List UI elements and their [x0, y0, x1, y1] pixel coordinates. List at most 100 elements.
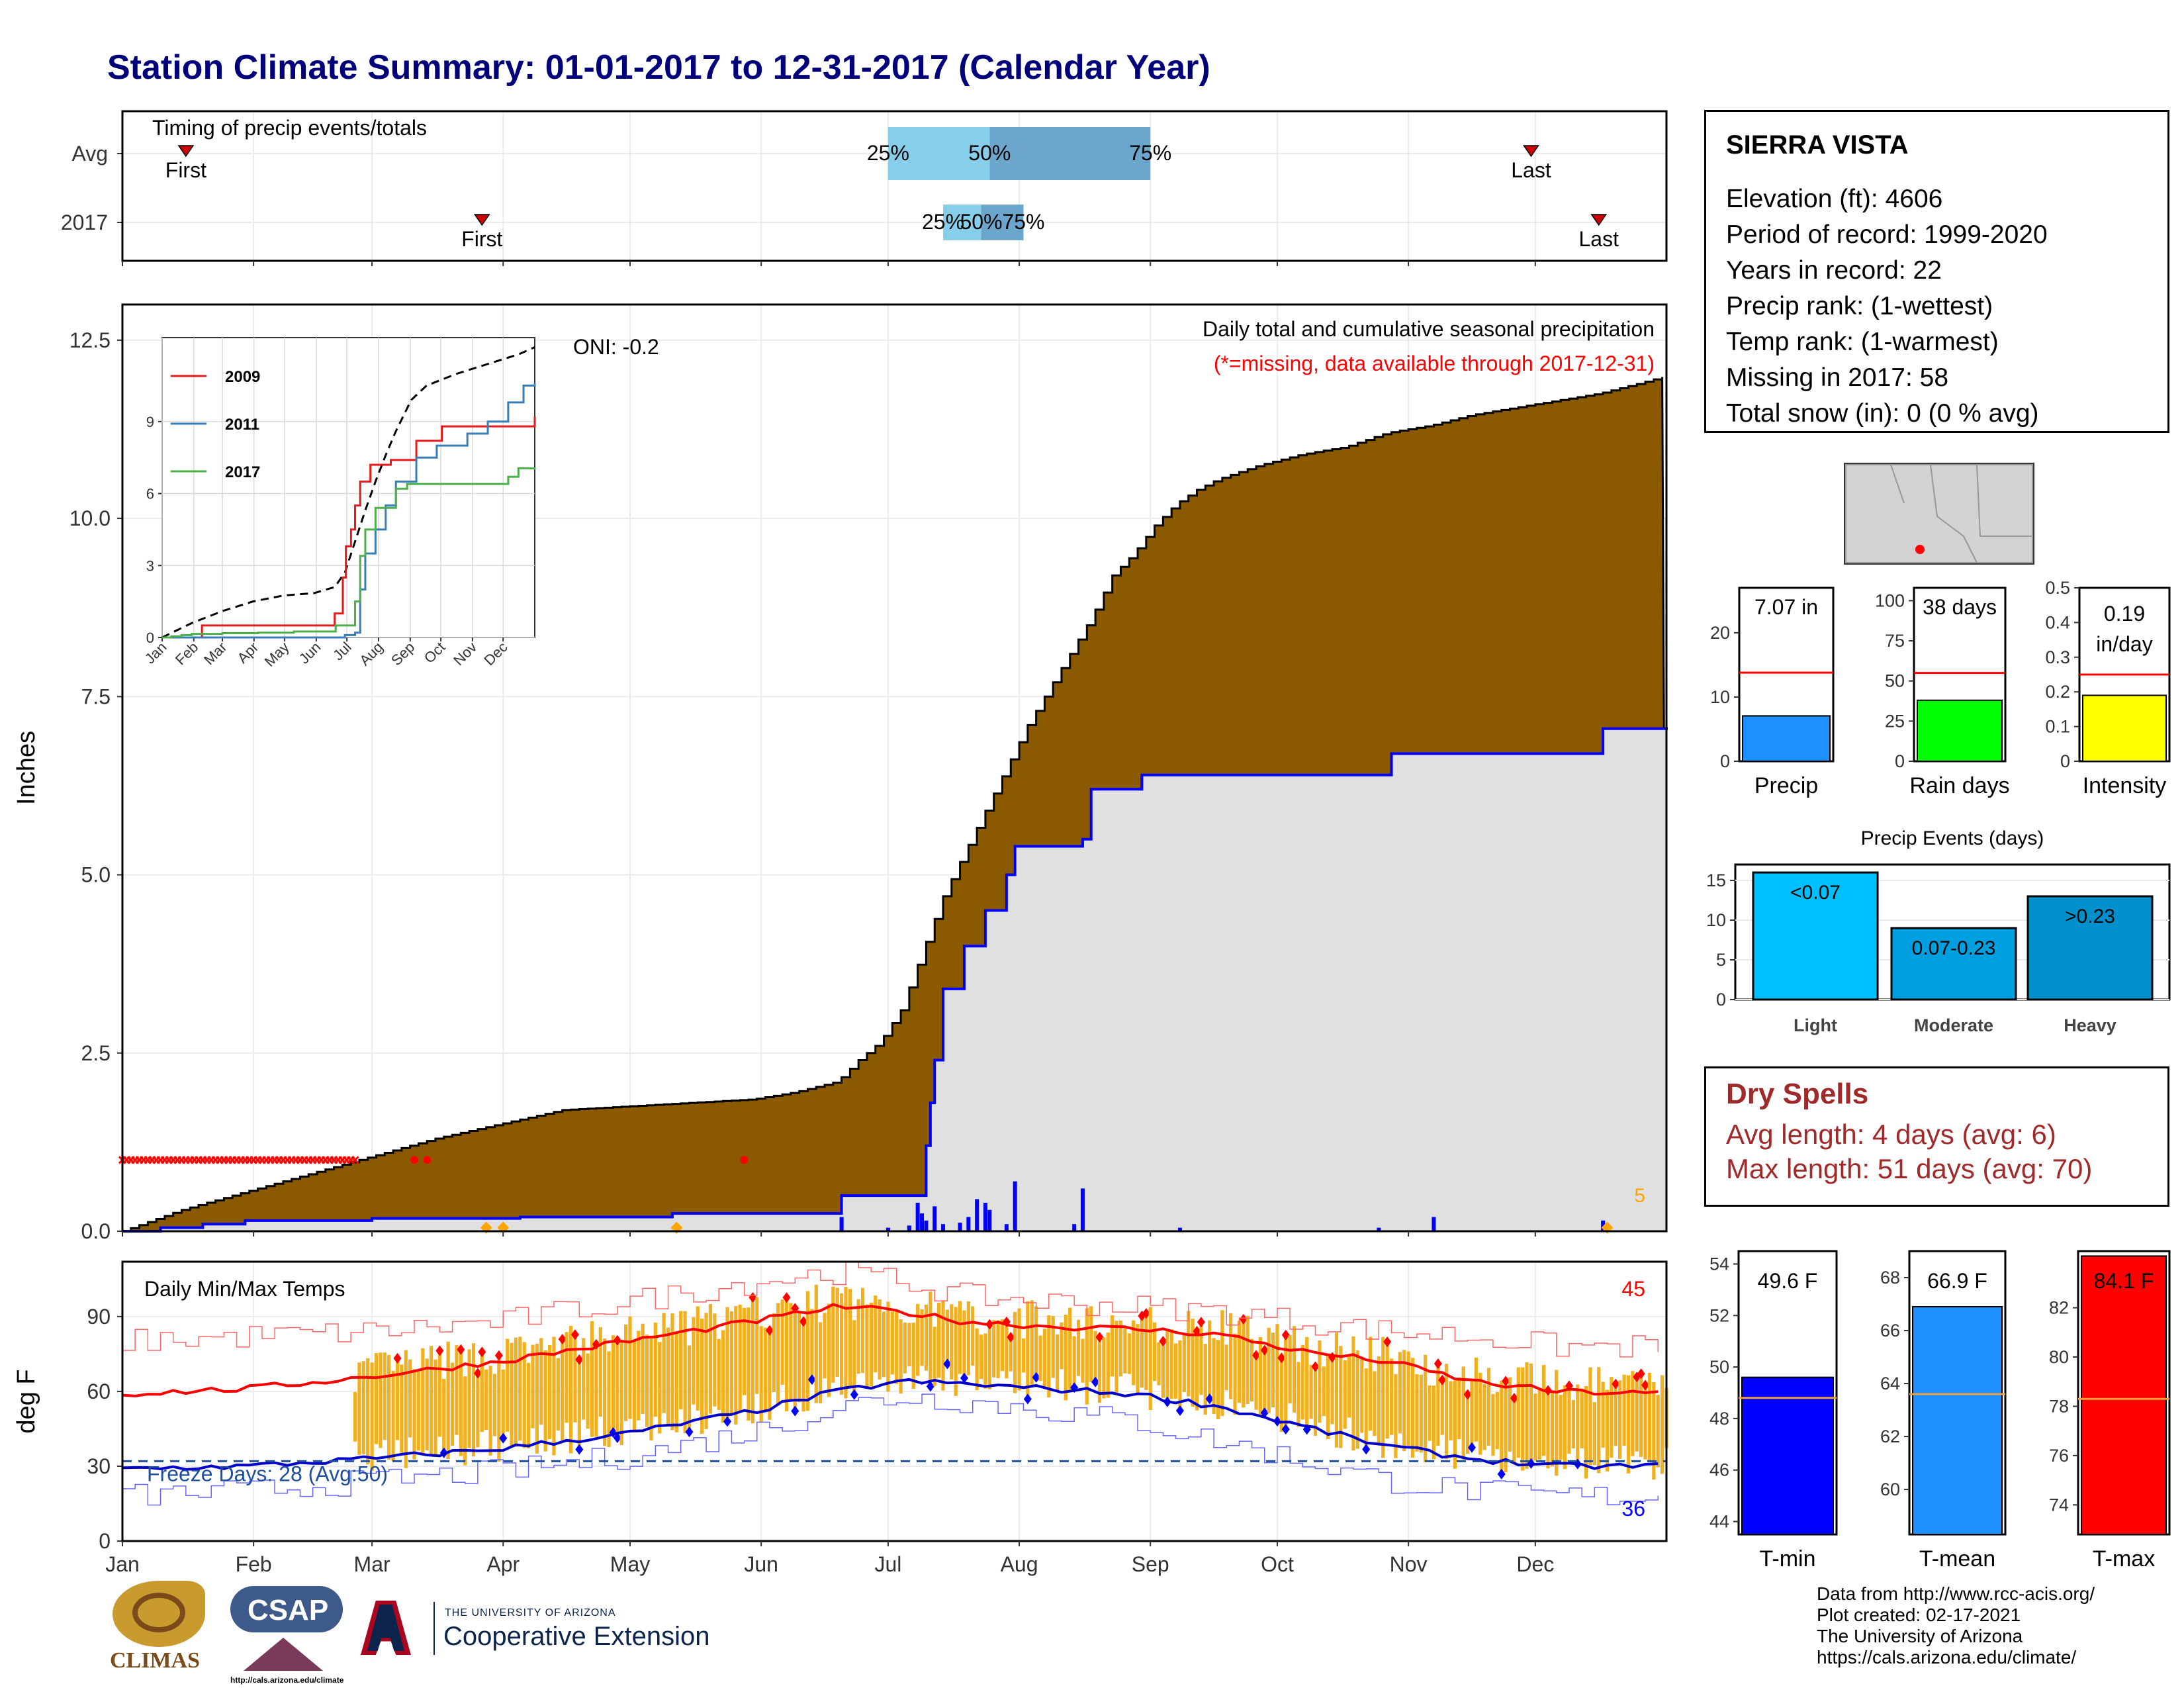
inset-panel — [161, 337, 535, 638]
daily-temp-bar — [645, 1335, 649, 1427]
daily-temp-bar — [776, 1303, 780, 1406]
timing-bar-q2 — [981, 205, 1024, 240]
temp-small-ytick-label: 82 — [2049, 1298, 2069, 1318]
daily-temp-bar — [1402, 1350, 1406, 1452]
daily-temp-bar — [1373, 1371, 1377, 1436]
daily-temp-bar — [1415, 1374, 1419, 1452]
precip-ylabel: Inches — [13, 731, 40, 805]
hot-day-marker — [1637, 1368, 1645, 1380]
small-panel-bar — [1742, 715, 1831, 762]
cold-day-marker — [850, 1389, 858, 1400]
daily-temp-bar — [742, 1307, 747, 1395]
daily-temp-bar — [962, 1310, 966, 1378]
daily-temp-bar — [1360, 1356, 1364, 1433]
temp-xtick-label: Sep — [1132, 1552, 1169, 1576]
daily-temp-bar — [1398, 1352, 1402, 1434]
daily-temp-bar — [1076, 1319, 1081, 1376]
daily-temp-bar — [1355, 1350, 1359, 1449]
daily-temp-bar — [1368, 1336, 1373, 1431]
daily-temp-bar — [924, 1304, 929, 1371]
daily-temp-bar — [721, 1330, 725, 1423]
daily-temp-bar — [1148, 1307, 1152, 1410]
daily-temp-bar — [1267, 1327, 1271, 1413]
hot-day-marker — [1281, 1329, 1290, 1340]
temp-ytick-label: 90 — [87, 1305, 111, 1329]
small-panel-value: 0.19 — [2104, 602, 2145, 626]
daily-temp-bar — [653, 1322, 657, 1417]
daily-temp-bar — [1432, 1385, 1436, 1460]
daily-temp-bar — [869, 1302, 873, 1387]
daily-temp-bar — [772, 1313, 776, 1393]
daily-temp-bar — [1436, 1363, 1440, 1446]
daily-temp-bar — [649, 1337, 653, 1441]
daily-temp-bar — [937, 1302, 941, 1378]
daily-precip-bar — [958, 1223, 962, 1231]
daily-temp-bar — [374, 1353, 379, 1444]
temp-xtick-label: Jul — [874, 1552, 901, 1576]
events-bar — [1890, 927, 2017, 1001]
daily-temp-bar — [1508, 1377, 1512, 1452]
daily-temp-bar — [1000, 1319, 1005, 1372]
daily-temp-bar — [1187, 1311, 1191, 1397]
daily-temp-bar — [1482, 1383, 1486, 1450]
timing-percentile-label: 75% — [1129, 141, 1171, 165]
daily-temp-bar — [717, 1338, 721, 1410]
temp-small-ytick-label: 48 — [1709, 1409, 1729, 1429]
temp-small-ytick-label: 80 — [2049, 1347, 2069, 1367]
daily-precip-bar — [983, 1202, 987, 1231]
daily-temp-bar — [1191, 1318, 1195, 1407]
daily-temp-bar — [662, 1313, 666, 1413]
daily-precip-bar — [920, 1213, 925, 1231]
daily-temp-bar — [1555, 1370, 1559, 1476]
small-panel-value: 38 days — [1923, 595, 1997, 619]
hot-day-marker — [1007, 1331, 1015, 1342]
daily-temp-bar — [1605, 1389, 1610, 1472]
daily-temp-bar — [890, 1311, 894, 1375]
daily-temp-bar — [1165, 1330, 1169, 1402]
daily-temp-bar — [1457, 1378, 1461, 1440]
daily-temp-bar — [1292, 1326, 1297, 1413]
daily-temp-bar — [856, 1299, 860, 1374]
climas-logo-text: CLIMAS — [110, 1648, 201, 1673]
daily-temp-bar — [878, 1299, 882, 1380]
daily-temp-bar — [586, 1353, 590, 1429]
daily-temp-bar — [916, 1303, 920, 1376]
daily-precip-bar — [987, 1209, 992, 1231]
timing-marker-label: Last — [1511, 158, 1551, 182]
daily-temp-bar — [1216, 1340, 1220, 1419]
daily-temp-bar — [1521, 1367, 1525, 1471]
timing-percentile-label: 50% — [960, 210, 1003, 234]
daily-temp-bar — [700, 1318, 704, 1434]
daily-temp-bar — [1047, 1315, 1051, 1397]
daily-temp-bar — [941, 1301, 945, 1391]
record-max-line — [122, 1260, 1659, 1358]
daily-temp-bar — [835, 1288, 839, 1378]
small-panel-label: Precip — [1754, 773, 1818, 798]
small-panel-ytick-label: 25 — [1885, 711, 1905, 731]
daily-temp-bar — [852, 1320, 856, 1395]
daily-temp-bar — [442, 1378, 446, 1453]
daily-temp-bar — [437, 1350, 441, 1437]
inset-ytick-label: 3 — [146, 557, 154, 574]
daily-temp-bar — [670, 1313, 674, 1430]
daily-temp-bar — [1111, 1315, 1115, 1377]
events-ytick-label: 5 — [1716, 950, 1726, 970]
daily-precip-bar — [1601, 1220, 1606, 1231]
cold-day-marker — [575, 1444, 584, 1455]
temp-panel-border — [121, 1260, 1668, 1542]
daily-temp-bar — [1140, 1315, 1144, 1388]
daily-temp-bar — [379, 1352, 383, 1448]
daily-temp-bar — [1622, 1374, 1626, 1446]
daily-temp-bar — [1351, 1336, 1355, 1451]
daily-temp-bar — [979, 1335, 983, 1380]
daily-temp-bar — [1313, 1366, 1318, 1436]
daily-temp-bar — [1106, 1332, 1110, 1398]
daily-temp-bar — [1504, 1381, 1508, 1473]
csap-cloud — [230, 1586, 343, 1632]
daily-temp-bar — [1661, 1375, 1664, 1474]
station-period: Period of record: 1999-2020 — [1726, 220, 2048, 249]
daily-temp-bar — [797, 1313, 801, 1403]
timing-marker-label: Last — [1578, 227, 1619, 251]
hot-day-marker — [765, 1325, 774, 1336]
daily-temp-bar — [641, 1323, 645, 1414]
